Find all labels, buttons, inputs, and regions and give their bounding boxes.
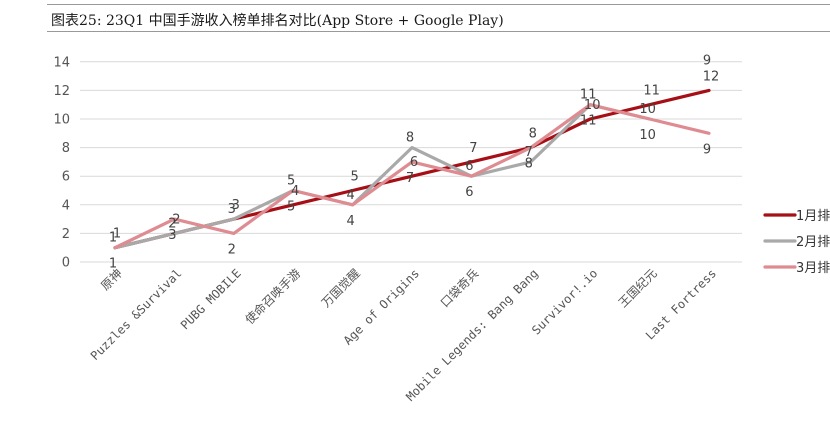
data-label: 10 [639,128,656,143]
data-label: 4 [291,184,299,199]
data-label: 12 [703,69,720,84]
data-label: 1 [113,227,121,242]
series-line [113,103,711,250]
title-bar: 图表25: 23Q1 中国手游收入榜单排名对比(App Store + Goog… [47,4,830,32]
data-label: 8 [525,157,533,172]
data-label: 11 [580,88,597,103]
data-label: 4 [346,214,354,229]
chart-title: 图表25: 23Q1 中国手游收入榜单排名对比(App Store + Goog… [51,13,504,29]
y-tick-label: 2 [62,227,70,242]
y-tick-label: 6 [62,170,70,185]
y-tick-label: 14 [53,55,70,70]
x-category-label: 口袋奇兵 [438,266,482,310]
data-label: 3 [228,202,236,217]
data-label: 1 [109,257,117,272]
data-label: 3 [232,198,240,213]
data-label: 11 [580,114,597,129]
y-tick-label: 4 [62,198,70,213]
legend-label: 3月排 [796,261,830,276]
x-category-label: PUBG MOBILE [178,266,244,332]
data-label: 4 [346,188,354,203]
x-category-label: 使命召唤手游 [242,266,304,328]
data-label: 8 [529,127,537,142]
x-category-label: Mobile Legends: Bang Bang [403,266,541,404]
x-category-label: 万国觉醒 [319,266,363,310]
y-tick-label: 10 [53,113,70,128]
data-label: 9 [703,53,711,68]
data-label: 3 [168,228,176,243]
data-label: 8 [406,131,414,146]
data-label: 7 [525,145,533,160]
legend-label: 1月排 [796,209,830,224]
legend-label: 2月排 [796,235,830,250]
data-label: 11 [643,84,660,99]
data-label: 6 [465,185,473,200]
data-label: 10 [584,98,601,113]
data-label: 2 [228,242,236,257]
data-label: 7 [469,141,477,156]
data-label: 2 [168,216,176,231]
data-label: 1 [109,231,117,246]
data-label: 6 [465,159,473,174]
data-label: 9 [703,142,711,157]
data-label: 2 [172,212,180,227]
data-label: 5 [287,174,295,189]
data-label: 5 [287,200,295,215]
data-label: 6 [410,155,418,170]
y-tick-label: 8 [62,141,70,156]
data-label: 5 [350,170,358,185]
y-tick-label: 0 [62,256,70,271]
x-category-label: 王国纪元 [616,266,660,310]
y-tick-label: 12 [53,84,70,99]
data-label: 7 [406,171,414,186]
data-label: 10 [639,102,656,117]
